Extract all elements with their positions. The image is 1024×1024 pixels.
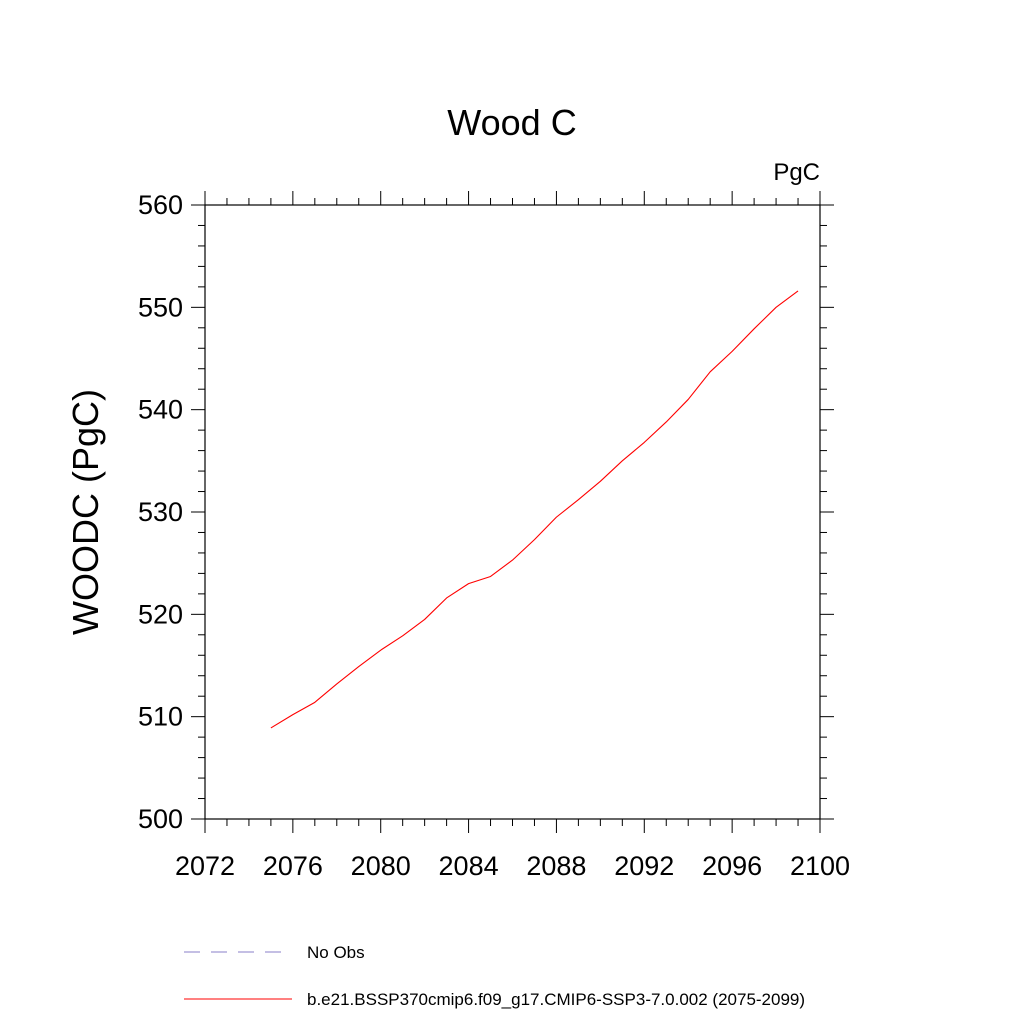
y-tick-label: 500: [138, 804, 183, 834]
legend-label-1: b.e21.BSSP370cmip6.f09_g17.CMIP6-SSP3-7.…: [307, 990, 805, 1009]
legend-label-0: No Obs: [307, 943, 365, 962]
x-tick-label: 2076: [263, 851, 323, 881]
y-tick-label: 560: [138, 190, 183, 220]
units-label: PgC: [773, 159, 820, 186]
y-tick-label: 550: [138, 292, 183, 322]
axis-ticks: [191, 191, 834, 833]
y-tick-label: 540: [138, 395, 183, 425]
x-tick-label: 2096: [702, 851, 762, 881]
x-tick-label: 2072: [175, 851, 235, 881]
y-tick-label: 520: [138, 599, 183, 629]
y-tick-label: 510: [138, 702, 183, 732]
plot-frame: [204, 204, 821, 820]
series-line-0: [270, 290, 799, 729]
x-tick-label: 2100: [790, 851, 850, 881]
y-axis-label: WOODC (PgC): [65, 389, 106, 635]
x-tick-label: 2084: [439, 851, 499, 881]
x-tick-label: 2080: [351, 851, 411, 881]
plot-border: [204, 204, 821, 820]
x-tick-label: 2088: [526, 851, 586, 881]
x-tick-label: 2092: [614, 851, 674, 881]
series-layer: [270, 290, 799, 729]
chart-title: Wood C: [447, 102, 576, 143]
tick-labels: 500 510 520 530 540 550 560 2072 2076 2080 2084 208…: [138, 190, 850, 881]
legend: No Obs b.e21.BSSP370cmip6.f09_g17.CMIP6-S…: [184, 943, 805, 1009]
y-tick-label: 530: [138, 497, 183, 527]
